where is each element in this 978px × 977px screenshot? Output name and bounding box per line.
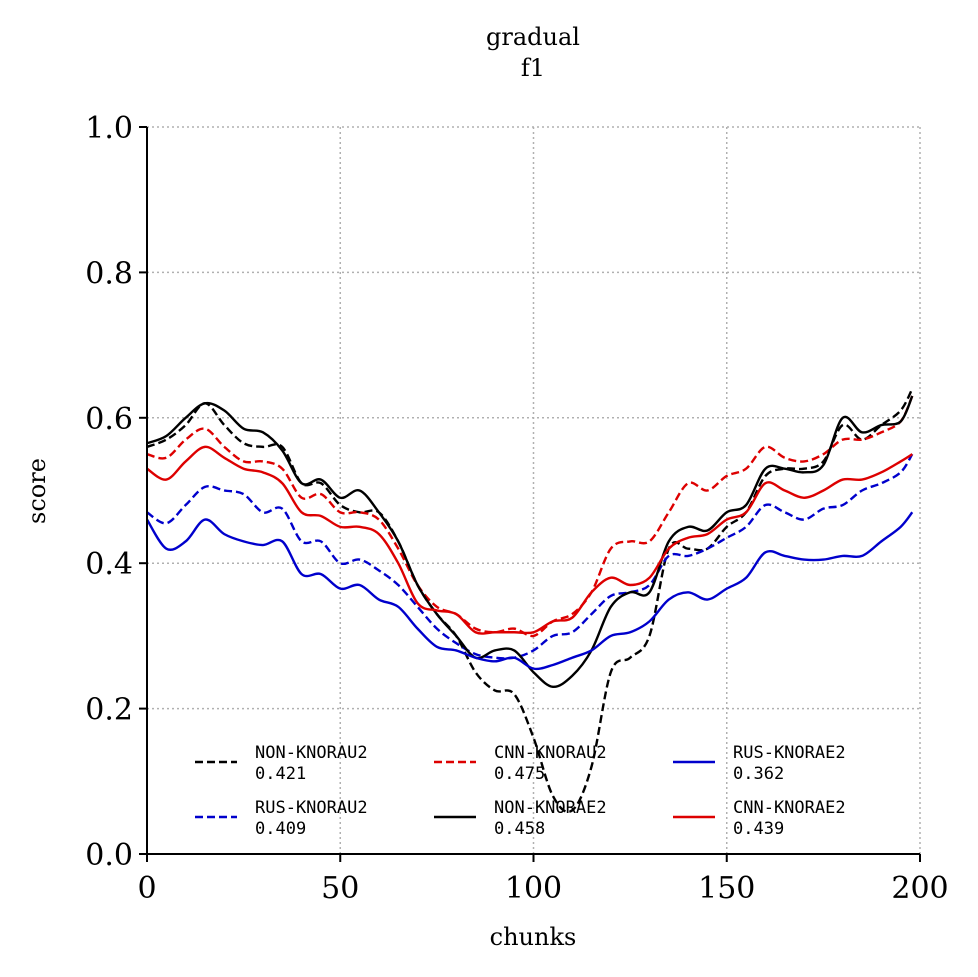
y-tick-label: 1.0 (85, 111, 133, 146)
legend-series-score: 0.475 (494, 764, 545, 784)
legend-series-name: NON-KNORAU2 (255, 743, 368, 763)
chart-title: gradual (486, 23, 580, 51)
y-tick-label: 0.8 (85, 256, 133, 291)
legend-series-name: RUS-KNORAE2 (733, 743, 846, 763)
series-lines (145, 388, 914, 814)
axis-ticks: 0 50 100 150 200 0.0 0.2 0.4 0.6 0.8 1.0 (85, 111, 948, 906)
series-line-cnn-knorau2 (146, 395, 914, 638)
chart-subtitle: f1 (521, 54, 545, 82)
y-tick-label: 0.6 (85, 402, 133, 437)
y-tick-label: 0.2 (85, 693, 133, 728)
series-line-rus-knorau2 (146, 453, 914, 660)
y-axis-label: score (23, 458, 51, 524)
y-tick-label: 0.4 (85, 547, 133, 582)
series-line-non-knorae2 (146, 395, 914, 688)
grid (147, 126, 921, 854)
x-tick-label: 200 (891, 871, 948, 906)
legend-series-name: CNN-KNORAU2 (494, 743, 607, 763)
legend-series-name: CNN-KNORAE2 (733, 798, 846, 818)
y-tick-label: 0.0 (85, 838, 133, 873)
legend-series-score: 0.458 (494, 819, 545, 839)
legend-series-score: 0.409 (255, 819, 306, 839)
legend-series-score: 0.362 (733, 764, 784, 784)
x-tick-label: 150 (698, 871, 755, 906)
x-tick-label: 50 (321, 871, 359, 906)
x-axis-label: chunks (490, 923, 577, 951)
legend-series-name: RUS-KNORAU2 (255, 798, 368, 818)
legend-series-score: 0.439 (733, 819, 784, 839)
legend-series-name: NON-KNORAE2 (494, 798, 607, 818)
x-tick-label: 0 (137, 871, 156, 906)
series-line-cnn-knorae2 (146, 445, 913, 635)
x-tick-label: 100 (505, 871, 562, 906)
legend-series-score: 0.421 (255, 764, 306, 784)
series-line-rus-knorae2 (145, 511, 914, 671)
